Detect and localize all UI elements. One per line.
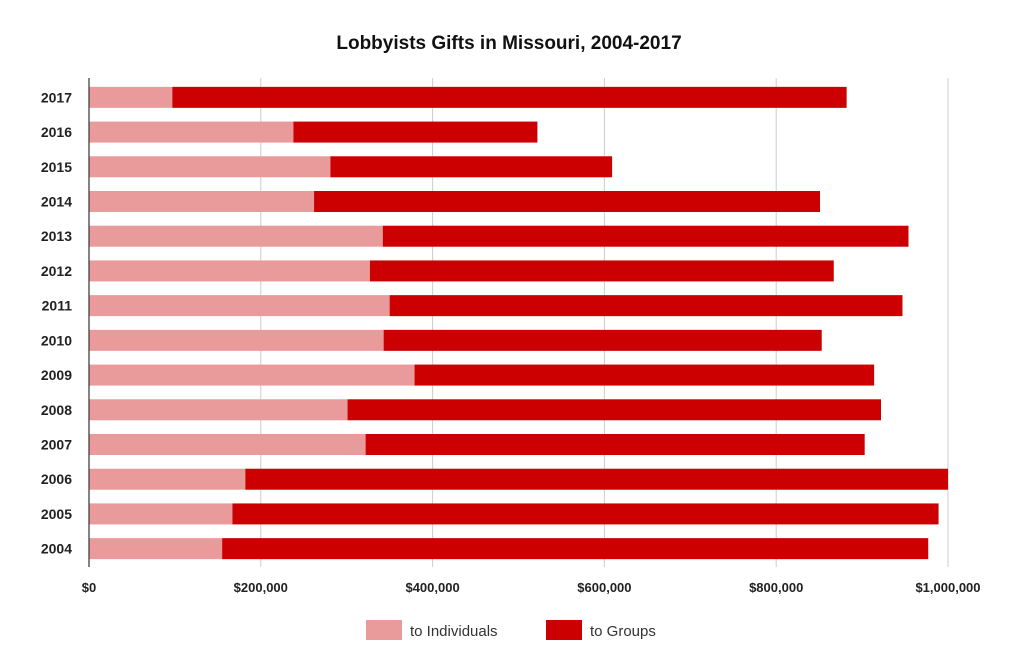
bars — [89, 86, 948, 560]
x-tick-label-1: $200,000 — [234, 580, 288, 595]
bar-2015-to-individuals — [89, 156, 331, 178]
bar-2015-to-groups — [330, 156, 613, 178]
bar-2004-to-individuals — [89, 538, 223, 560]
y-tick-label-2004: 2004 — [41, 541, 72, 557]
bar-2006-to-individuals — [89, 468, 246, 490]
x-tick-label-2: $400,000 — [405, 580, 459, 595]
chart-title: Lobbyists Gifts in Missouri, 2004-2017 — [336, 33, 681, 54]
y-tick-label-2009: 2009 — [41, 367, 72, 383]
bar-2010-to-groups — [383, 329, 822, 351]
y-tick-label-2014: 2014 — [41, 194, 72, 210]
bar-2011-to-groups — [389, 295, 903, 317]
bar-2016-to-groups — [293, 121, 538, 143]
y-tick-label-2010: 2010 — [41, 332, 72, 348]
legend: to Individuals to Groups — [366, 620, 656, 640]
y-tick-label-2016: 2016 — [41, 124, 72, 140]
bar-2005-to-groups — [232, 503, 939, 525]
y-tick-label-2017: 2017 — [41, 89, 72, 105]
bar-2008-to-groups — [347, 399, 881, 421]
y-axis-labels: 2017 2016 2015 2014 2013 2012 2011 2010 2009 2008… — [41, 89, 72, 556]
y-tick-label-2013: 2013 — [41, 228, 72, 244]
x-tick-label-3: $600,000 — [577, 580, 631, 595]
legend-label-individuals: to Individuals — [410, 623, 498, 640]
bar-2007-to-individuals — [89, 434, 366, 455]
y-tick-label-2008: 2008 — [41, 402, 72, 418]
bar-2009-to-groups — [414, 364, 875, 386]
grid-lines — [260, 78, 949, 567]
bar-2007-to-groups — [365, 434, 865, 455]
bar-2011-to-individuals — [89, 295, 390, 317]
bar-2013-to-groups — [382, 225, 909, 247]
legend-swatch-individuals — [366, 620, 402, 640]
y-tick-label-2006: 2006 — [41, 471, 72, 487]
bar-2010-to-individuals — [89, 329, 384, 351]
bar-2008-to-individuals — [89, 399, 348, 421]
legend-label-groups: to Groups — [590, 623, 656, 640]
bar-2009-to-individuals — [89, 364, 415, 386]
bar-2012-to-groups — [369, 260, 834, 282]
y-tick-label-2015: 2015 — [41, 159, 72, 175]
bar-2017-to-groups — [172, 86, 847, 108]
legend-swatch-groups — [546, 620, 582, 640]
bar-2016-to-individuals — [89, 121, 294, 143]
bar-2013-to-individuals — [89, 225, 383, 247]
y-tick-label-2012: 2012 — [41, 263, 72, 279]
y-tick-label-2011: 2011 — [42, 298, 73, 314]
bar-2004-to-groups — [222, 538, 929, 560]
bar-2017-to-individuals — [89, 86, 173, 108]
bar-2005-to-individuals — [89, 503, 233, 525]
bar-2014-to-individuals — [89, 191, 315, 212]
x-tick-label-5: $1,000,000 — [915, 580, 980, 595]
x-tick-label-0: $0 — [82, 580, 96, 595]
y-tick-label-2007: 2007 — [41, 437, 72, 453]
x-axis-labels: $0 $200,000 $400,000 $600,000 $800,000 $1,000… — [82, 580, 981, 595]
bar-2012-to-individuals — [89, 260, 370, 282]
bar-2006-to-groups — [245, 468, 948, 490]
y-tick-label-2005: 2005 — [41, 506, 72, 522]
bar-2014-to-groups — [314, 191, 821, 212]
x-tick-label-4: $800,000 — [749, 580, 803, 595]
